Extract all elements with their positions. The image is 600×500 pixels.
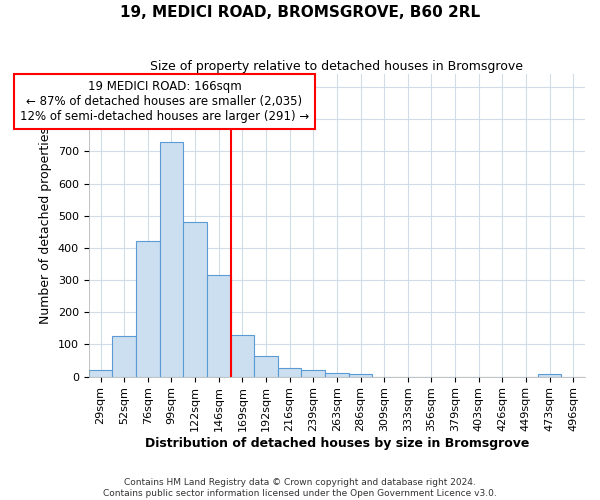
Text: Contains HM Land Registry data © Crown copyright and database right 2024.
Contai: Contains HM Land Registry data © Crown c… bbox=[103, 478, 497, 498]
Y-axis label: Number of detached properties: Number of detached properties bbox=[40, 127, 52, 324]
Bar bbox=[301, 370, 325, 376]
Bar bbox=[254, 356, 278, 376]
X-axis label: Distribution of detached houses by size in Bromsgrove: Distribution of detached houses by size … bbox=[145, 437, 529, 450]
Bar bbox=[207, 276, 230, 376]
Text: 19 MEDICI ROAD: 166sqm
← 87% of detached houses are smaller (2,035)
12% of semi-: 19 MEDICI ROAD: 166sqm ← 87% of detached… bbox=[20, 80, 309, 123]
Bar bbox=[89, 370, 112, 376]
Text: 19, MEDICI ROAD, BROMSGROVE, B60 2RL: 19, MEDICI ROAD, BROMSGROVE, B60 2RL bbox=[120, 5, 480, 20]
Bar bbox=[112, 336, 136, 376]
Bar bbox=[538, 374, 562, 376]
Title: Size of property relative to detached houses in Bromsgrove: Size of property relative to detached ho… bbox=[151, 60, 523, 73]
Bar bbox=[160, 142, 183, 376]
Bar bbox=[136, 242, 160, 376]
Bar bbox=[278, 368, 301, 376]
Bar bbox=[230, 335, 254, 376]
Bar bbox=[349, 374, 373, 376]
Bar bbox=[183, 222, 207, 376]
Bar bbox=[325, 374, 349, 376]
